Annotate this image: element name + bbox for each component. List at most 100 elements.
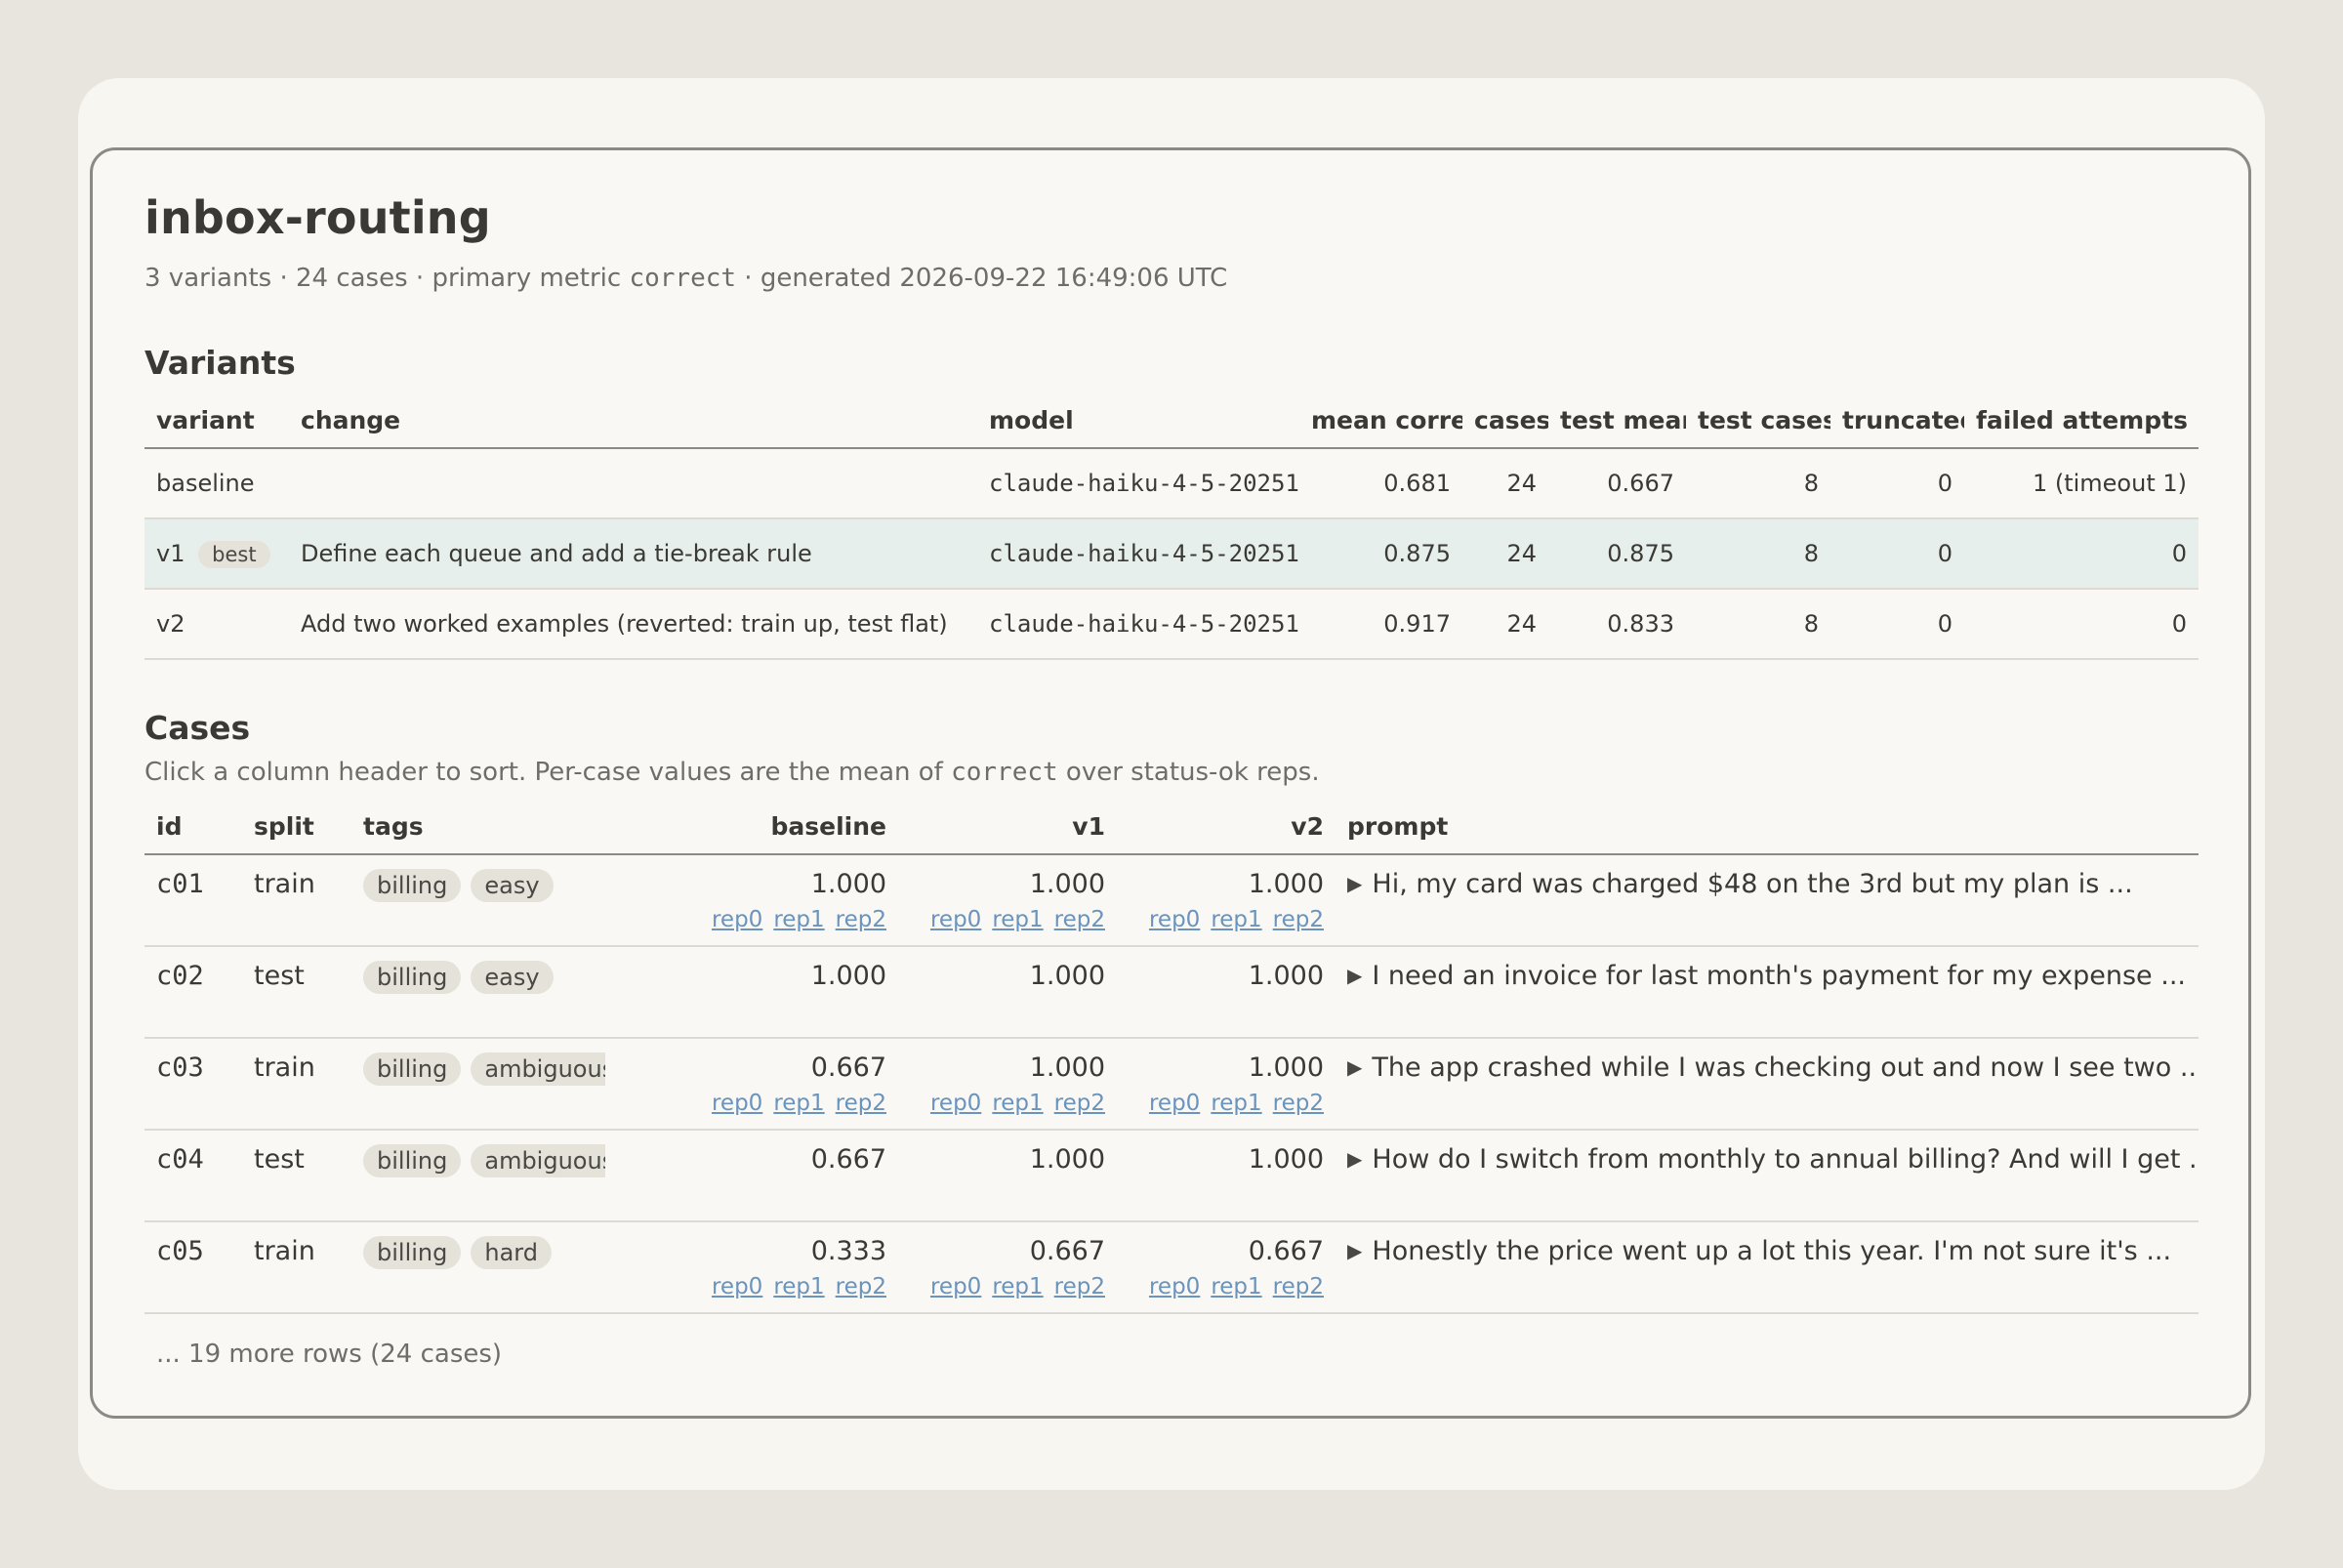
rep-link[interactable]: rep1 <box>1211 1274 1262 1300</box>
score-cell-baseline: 0.667 <box>605 1130 898 1222</box>
case-row: c01 train billing easy 1.000 rep0 rep1 rep2 1.00… <box>144 854 2199 947</box>
rep-link[interactable]: rep0 <box>929 1091 982 1116</box>
case-prompt[interactable]: ▶ Honestly the price went up a lot this y… <box>1336 1221 2199 1314</box>
cases-table: id split tags baseline v1 v2 prompt c01 t… <box>144 799 2199 1314</box>
rep-link[interactable]: rep0 <box>929 907 982 932</box>
case-row: c04 test billing ambiguous 0.667 1.000 1.000 ▶ H… <box>144 1130 2199 1222</box>
case-prompt[interactable]: ▶ I need an invoice for last month's paym… <box>1336 946 2199 1039</box>
sort-header-prompt[interactable]: prompt <box>1336 799 2199 855</box>
rep-link[interactable]: rep0 <box>711 907 763 932</box>
expand-triangle-icon[interactable]: ▶ <box>1347 1239 1363 1262</box>
sort-header-baseline[interactable]: baseline <box>605 799 898 855</box>
tag-chip: billing <box>363 1052 462 1086</box>
score-value: 1.000 <box>810 961 886 991</box>
score-cell-baseline: 1.000 rep0 rep1 rep2 <box>605 854 898 947</box>
case-tags: billing easy <box>351 854 605 947</box>
rep-link[interactable]: rep0 <box>1148 1274 1201 1300</box>
score-cell-v2: 1.000 <box>1117 946 1336 1039</box>
more-rows-note: ... 19 more rows (24 cases) <box>156 1340 503 1369</box>
rep-link[interactable]: rep2 <box>1272 1274 1324 1300</box>
hint-prefix: Click a column header to sort. Per-case … <box>144 758 952 787</box>
tag-chip: billing <box>363 1144 462 1177</box>
sort-header-split[interactable]: split <box>242 799 351 855</box>
score-value: 0.333 <box>810 1236 886 1266</box>
expand-triangle-icon[interactable]: ▶ <box>1347 872 1363 895</box>
case-tags: billing easy <box>351 946 605 1039</box>
rep-link[interactable]: rep2 <box>835 1274 886 1300</box>
prompt-text: Hi, my card was charged $48 on the 3rd b… <box>1372 869 2133 899</box>
score-cell-v1: 1.000 rep0 rep1 rep2 <box>898 1038 1117 1131</box>
score-value: 1.000 <box>810 869 886 899</box>
case-split: train <box>242 854 351 947</box>
rep-link[interactable]: rep0 <box>711 1274 763 1300</box>
hint-metric: correct <box>951 758 1058 787</box>
case-id: c05 <box>144 1221 242 1314</box>
rep-link[interactable]: rep2 <box>835 1091 886 1116</box>
expand-triangle-icon[interactable]: ▶ <box>1347 1055 1363 1079</box>
variant-row-v2: v2 Add two worked examples (reverted: tr… <box>144 589 2199 660</box>
rep-link[interactable]: rep2 <box>1053 1091 1105 1116</box>
case-row: c05 train billing hard 0.333 rep0 rep1 rep2 0.66… <box>144 1221 2199 1314</box>
col-test-mean: test mean <box>1548 392 1686 449</box>
rep-link[interactable]: rep1 <box>773 1091 825 1116</box>
variant-cases: 24 <box>1462 518 1548 590</box>
sort-header-v2[interactable]: v2 <box>1117 799 1336 855</box>
case-prompt[interactable]: ▶ How do I switch from monthly to annual … <box>1336 1130 2199 1222</box>
rep-link[interactable]: rep2 <box>1053 1274 1105 1300</box>
cases-header-row: id split tags baseline v1 v2 prompt <box>144 799 2199 855</box>
rep-link[interactable]: rep1 <box>992 907 1044 932</box>
case-prompt[interactable]: ▶ The app crashed while I was checking ou… <box>1336 1038 2199 1131</box>
variant-name: v2 <box>144 589 289 660</box>
rep-link[interactable]: rep0 <box>711 1091 763 1116</box>
expand-triangle-icon[interactable]: ▶ <box>1347 1147 1363 1171</box>
expand-triangle-icon[interactable]: ▶ <box>1347 964 1363 987</box>
rep-links: rep0 rep1 rep2 <box>910 1270 1105 1300</box>
variant-model: claude-haiku-4-5-20251001 <box>977 448 1299 519</box>
rep-links <box>617 995 886 1020</box>
prompt-text: How do I switch from monthly to annual b… <box>1372 1144 2199 1175</box>
variant-test-cases: 8 <box>1686 518 1830 590</box>
rep-links: rep0 rep1 rep2 <box>617 1087 886 1116</box>
rep-link[interactable]: rep0 <box>929 1274 982 1300</box>
rep-link[interactable]: rep1 <box>773 1274 825 1300</box>
rep-link[interactable]: rep0 <box>1148 907 1201 932</box>
rep-link[interactable]: rep1 <box>992 1091 1044 1116</box>
rep-links: rep0 rep1 rep2 <box>1129 1087 1324 1116</box>
tag-chip: ambiguous <box>471 1144 605 1177</box>
rep-links <box>910 995 1105 1020</box>
rep-links <box>1129 1178 1324 1204</box>
variant-mean: 0.917 <box>1299 589 1462 660</box>
rep-link[interactable]: rep2 <box>1272 1091 1324 1116</box>
rep-link[interactable]: rep1 <box>992 1274 1044 1300</box>
rep-link[interactable]: rep2 <box>1053 907 1105 932</box>
cases-heading: Cases <box>144 709 251 747</box>
meta-metric: correct <box>629 264 737 293</box>
rep-links <box>910 1178 1105 1204</box>
score-cell-baseline: 0.667 rep0 rep1 rep2 <box>605 1038 898 1131</box>
rep-link[interactable]: rep1 <box>1211 1091 1262 1116</box>
tag-chip: billing <box>363 961 462 994</box>
variant-failed: 0 <box>1964 589 2199 660</box>
report-meta: 3 variants · 24 cases · primary metric c… <box>144 264 1227 293</box>
sort-header-tags[interactable]: tags <box>351 799 605 855</box>
col-model: model <box>977 392 1299 449</box>
case-prompt[interactable]: ▶ Hi, my card was charged $48 on the 3rd … <box>1336 854 2199 947</box>
variant-failed: 0 <box>1964 518 2199 590</box>
meta-suffix: · generated 2026-09-22 16:49:06 UTC <box>736 264 1228 293</box>
rep-link[interactable]: rep1 <box>773 907 825 932</box>
prompt-text: Honestly the price went up a lot this ye… <box>1372 1236 2172 1266</box>
variant-cases: 24 <box>1462 589 1548 660</box>
col-truncated: truncated <box>1830 392 1964 449</box>
sort-header-v1[interactable]: v1 <box>898 799 1117 855</box>
rep-links: rep0 rep1 rep2 <box>617 903 886 932</box>
case-id: c03 <box>144 1038 242 1131</box>
rep-link[interactable]: rep0 <box>1148 1091 1201 1116</box>
rep-link[interactable]: rep2 <box>1272 907 1324 932</box>
variant-row-v1: v1 best Define each queue and add a tie-… <box>144 518 2199 590</box>
score-cell-v1: 1.000 <box>898 1130 1117 1222</box>
variant-test-cases: 8 <box>1686 589 1830 660</box>
variant-test-mean: 0.667 <box>1548 448 1686 519</box>
sort-header-id[interactable]: id <box>144 799 242 855</box>
rep-link[interactable]: rep2 <box>835 907 886 932</box>
rep-link[interactable]: rep1 <box>1211 907 1262 932</box>
